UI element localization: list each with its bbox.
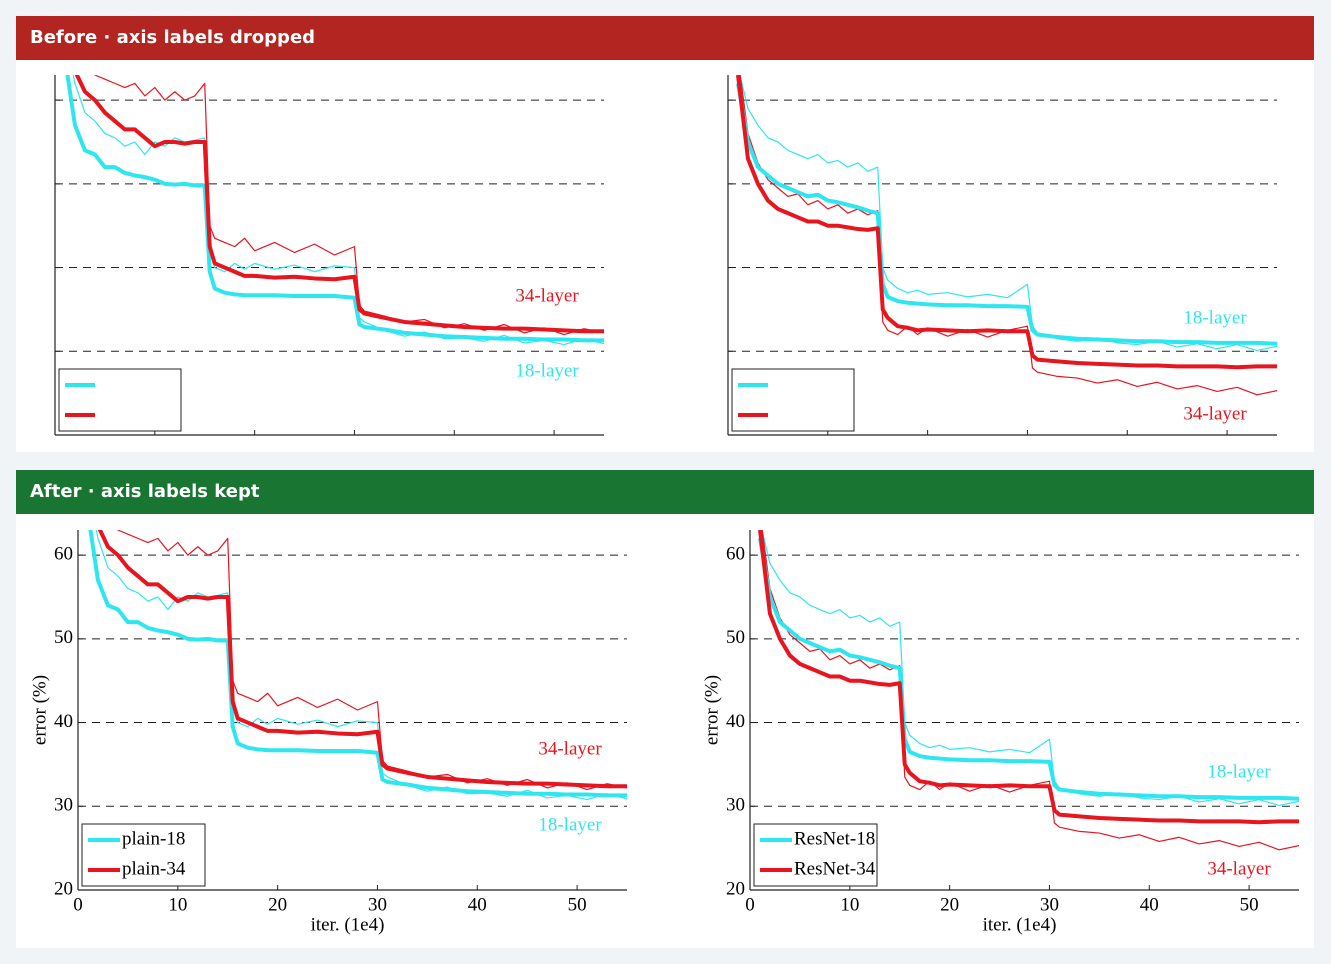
legend-label: ResNet-18 xyxy=(794,828,875,849)
x-tick-label: 30 xyxy=(368,894,387,915)
banner-title: After · axis labels kept xyxy=(30,481,260,502)
x-tick-label: 0 xyxy=(745,894,755,915)
y-tick-label: 40 xyxy=(54,711,73,732)
banner-before xyxy=(16,16,1314,60)
x-tick-label: 50 xyxy=(1240,894,1259,915)
annotation: 34-layer xyxy=(1183,403,1247,424)
series-line xyxy=(72,75,604,346)
x-axis-label: iter. (1e4) xyxy=(983,914,1057,935)
y-tick-label: 50 xyxy=(54,627,73,648)
y-axis-label: error (%) xyxy=(701,675,722,745)
annotation: 18-layer xyxy=(1183,307,1247,328)
x-tick-label: 40 xyxy=(1140,894,1159,915)
x-tick-label: 20 xyxy=(268,894,287,915)
annotation: 34-layer xyxy=(1207,858,1271,879)
banner-title: Before · axis labels dropped xyxy=(30,27,315,48)
legend-label: plain-34 xyxy=(122,858,186,879)
series-line xyxy=(88,530,627,798)
y-tick-label: 20 xyxy=(726,878,745,899)
x-tick-label: 30 xyxy=(1040,894,1059,915)
y-tick-label: 30 xyxy=(726,795,745,816)
panel-after xyxy=(16,514,1314,948)
y-axis-label: error (%) xyxy=(29,675,50,745)
series-line xyxy=(65,75,604,343)
series-line xyxy=(758,538,1299,801)
x-tick-label: 50 xyxy=(568,894,587,915)
chart: 20 30 40 50 60 0 10 20 30 40 50 iter. (1e4) error (%… xyxy=(701,530,1299,935)
y-tick-label: 20 xyxy=(54,878,73,899)
y-tick-label: 40 xyxy=(726,711,745,732)
legend-label: ResNet-34 xyxy=(794,858,876,879)
legend-box xyxy=(81,823,206,887)
series-line xyxy=(757,530,1299,825)
series-line xyxy=(95,530,627,801)
panel-before xyxy=(16,60,1314,452)
x-tick-label: 10 xyxy=(168,894,187,915)
y-tick-label: 30 xyxy=(54,795,73,816)
chart: 34-layer 18-layer xyxy=(54,75,604,436)
legend-box xyxy=(753,823,878,887)
annotation: 34-layer xyxy=(515,285,579,306)
x-tick-label: 0 xyxy=(73,894,83,915)
y-tick-label: 60 xyxy=(54,543,73,564)
x-axis-label: iter. (1e4) xyxy=(311,914,385,935)
chart: 18-layer 34-layer xyxy=(727,75,1277,436)
legend-box xyxy=(731,368,855,432)
annotation: 18-layer xyxy=(515,360,579,381)
chart: 20 30 40 50 60 0 10 20 30 40 50 iter. (1e4) error (%… xyxy=(29,530,627,935)
x-tick-label: 40 xyxy=(468,894,487,915)
series-line xyxy=(735,75,1277,370)
annotation: 18-layer xyxy=(538,814,602,835)
annotation: 34-layer xyxy=(538,738,602,759)
y-tick-label: 60 xyxy=(726,543,745,564)
legend-box xyxy=(58,368,182,432)
banner-after xyxy=(16,470,1314,514)
series-line xyxy=(74,75,604,334)
annotation: 18-layer xyxy=(1207,761,1271,782)
x-tick-label: 20 xyxy=(940,894,959,915)
x-tick-label: 10 xyxy=(840,894,859,915)
series-line xyxy=(97,530,627,789)
legend-label: plain-18 xyxy=(122,828,185,849)
y-tick-label: 50 xyxy=(726,627,745,648)
series-line xyxy=(736,83,1277,346)
